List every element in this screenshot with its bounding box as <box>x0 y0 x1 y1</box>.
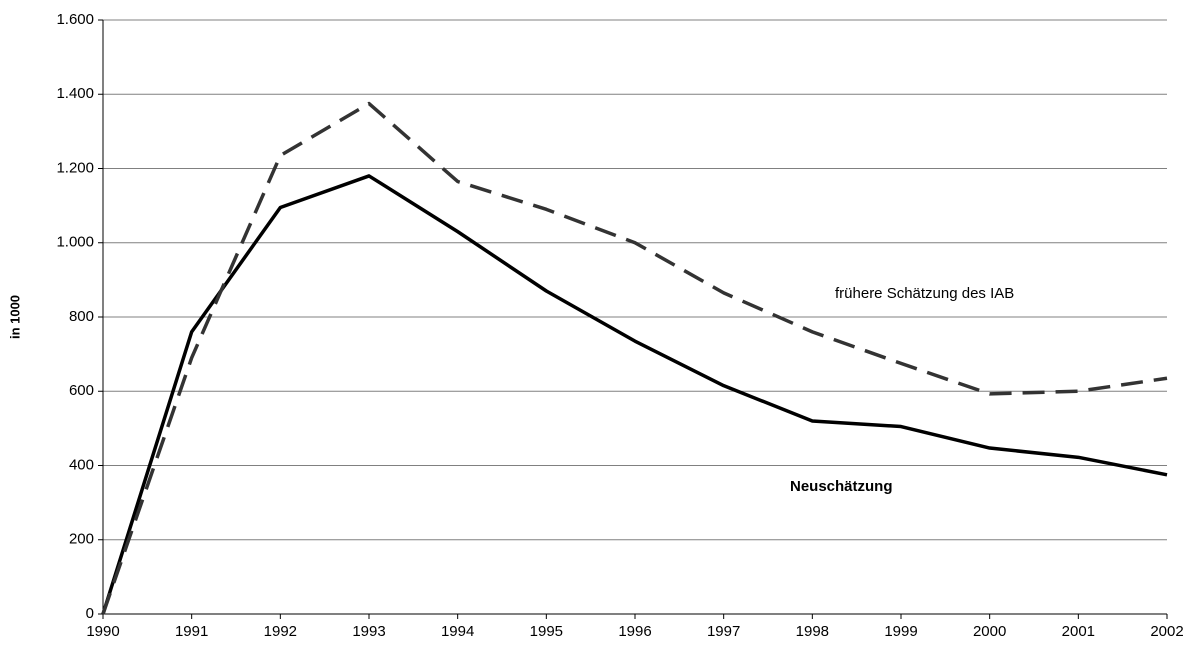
y-axis-label: in 1000 <box>7 295 22 339</box>
series-label: Neuschätzung <box>790 478 893 495</box>
x-tick-label: 1993 <box>352 623 385 640</box>
x-tick-label: 1994 <box>441 623 474 640</box>
y-tick-label: 400 <box>69 456 94 473</box>
y-tick-label: 1.200 <box>56 159 94 176</box>
x-tick-label: 1996 <box>618 623 651 640</box>
y-tick-label: 200 <box>69 531 94 548</box>
series-label: frühere Schätzung des IAB <box>835 285 1014 302</box>
x-tick-label: 2000 <box>973 623 1006 640</box>
x-tick-label: 1999 <box>884 623 917 640</box>
x-tick-label: 1992 <box>264 623 297 640</box>
y-tick-label: 800 <box>69 308 94 325</box>
x-tick-label: 1998 <box>796 623 829 640</box>
x-tick-label: 1990 <box>86 623 119 640</box>
y-tick-label: 1.400 <box>56 85 94 102</box>
x-tick-label: 2002 <box>1150 623 1183 640</box>
x-tick-label: 1997 <box>707 623 740 640</box>
x-tick-label: 1995 <box>530 623 563 640</box>
x-tick-label: 2001 <box>1062 623 1095 640</box>
y-tick-label: 1.000 <box>56 234 94 251</box>
line-series <box>101 174 1168 615</box>
y-tick-label: 1.600 <box>56 11 94 28</box>
x-tick-label: 1991 <box>175 623 208 640</box>
line-series <box>101 101 1168 615</box>
y-tick-label: 600 <box>69 382 94 399</box>
y-tick-label: 0 <box>86 605 94 622</box>
